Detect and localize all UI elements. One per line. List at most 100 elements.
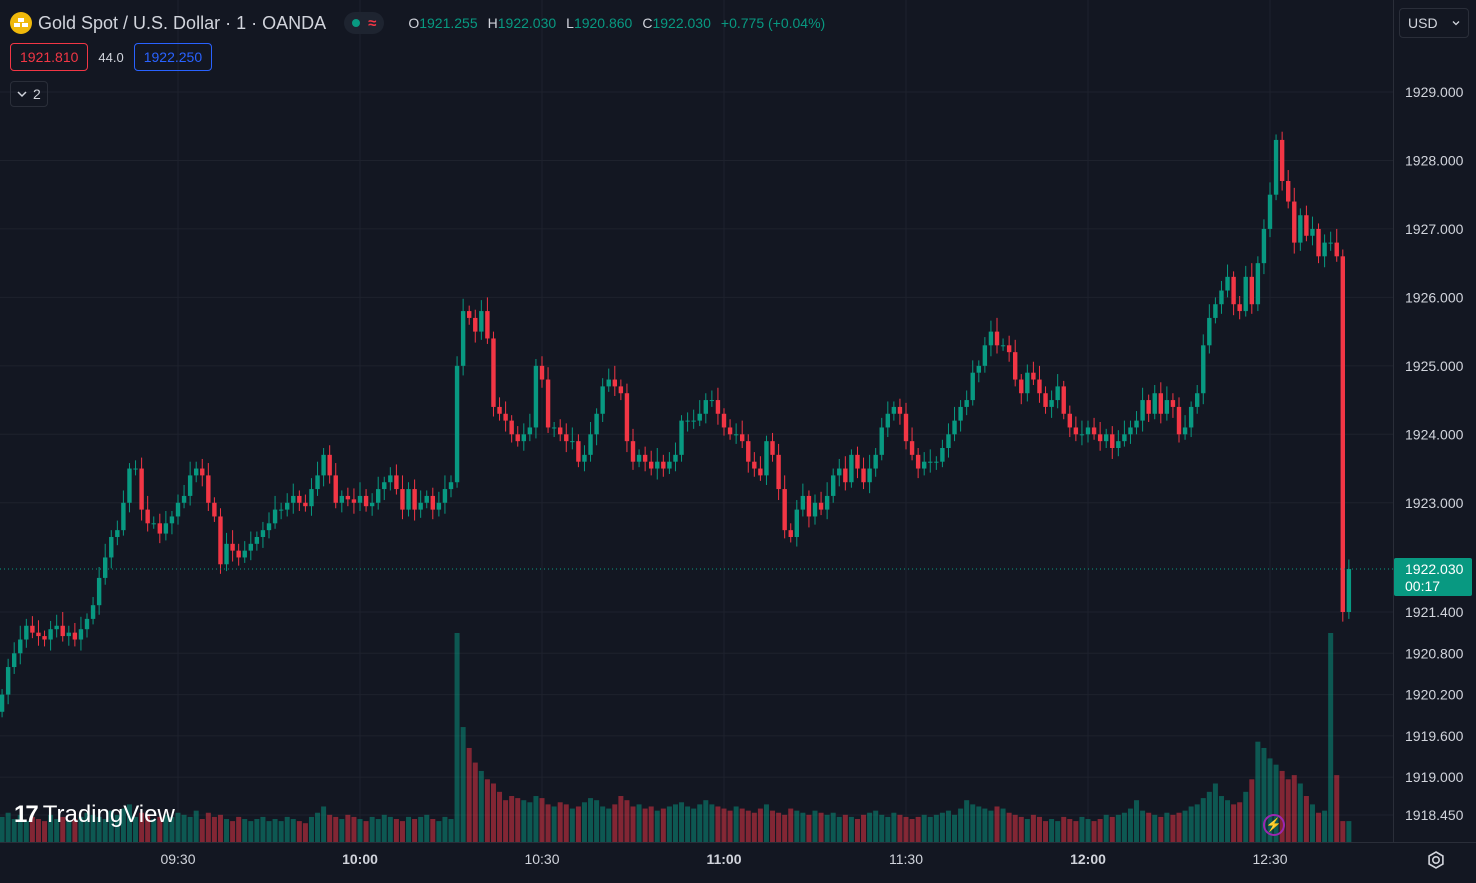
volume-bar: [909, 819, 915, 842]
candle-body: [1067, 413, 1072, 428]
volume-bar: [666, 806, 672, 842]
volume-bar: [490, 783, 496, 842]
candle-body: [594, 413, 599, 435]
candle-body: [272, 509, 278, 524]
volume-bar: [442, 816, 448, 842]
tradingview-logo[interactable]: 17 TradingView: [14, 801, 175, 829]
currency-value: USD: [1408, 15, 1438, 31]
candle-body: [837, 468, 842, 476]
candle-body: [303, 502, 308, 507]
candle-body: [1261, 228, 1267, 264]
volume-bar: [630, 806, 636, 842]
market-status[interactable]: ≈: [344, 12, 385, 34]
volume-bar: [1188, 806, 1194, 842]
volume-bar: [17, 814, 23, 842]
candle-body: [667, 461, 672, 469]
volume-bar: [1206, 791, 1212, 842]
volume-bar: [139, 812, 145, 842]
volume-bar: [454, 633, 460, 842]
volume-bar: [29, 816, 35, 842]
candle-body: [121, 502, 126, 531]
volume-bar: [503, 800, 509, 842]
symbol-title[interactable]: Gold Spot / U.S. Dollar · 1 · OANDA: [38, 12, 327, 33]
candle-body: [885, 413, 890, 428]
candle-body: [394, 475, 399, 490]
volume-bar: [1079, 816, 1085, 842]
volume-bar: [254, 819, 260, 842]
volume-bar: [1158, 816, 1164, 842]
high-value: 1922.030: [497, 15, 557, 31]
candle-body: [163, 523, 169, 534]
volume-bar: [1024, 819, 1030, 842]
volume-bar: [921, 814, 927, 842]
volume-bar: [1285, 779, 1291, 842]
volume-bar: [211, 816, 217, 842]
candle-body: [339, 495, 344, 503]
volume-bar: [1297, 783, 1303, 842]
volume-bar: [169, 816, 175, 842]
gear-icon[interactable]: [1424, 848, 1448, 872]
candle-body: [1182, 427, 1188, 435]
price-axis[interactable]: 1929.000 1928.000 1927.000 1926.000 1925.000…: [1405, 84, 1464, 823]
volume-bar: [1067, 819, 1073, 842]
volume-bar: [54, 819, 60, 842]
candle-body: [351, 499, 357, 503]
candle-body: [564, 434, 569, 442]
candle-body: [1316, 228, 1321, 257]
close-value: 1922.030: [652, 15, 711, 31]
candle-body: [145, 509, 150, 524]
tradingview-wordmark: TradingView: [42, 801, 175, 828]
volume-bar: [272, 819, 278, 842]
volume-bar: [1346, 821, 1352, 842]
volume-bar: [733, 806, 739, 842]
price-tick-label: 1918.450: [1405, 807, 1464, 823]
volume-bar: [35, 819, 41, 842]
volume-bar: [11, 819, 17, 842]
sell-button[interactable]: 1921.810: [10, 43, 89, 71]
tradingview-mark-icon: 17: [14, 801, 39, 828]
volume-bar: [224, 819, 230, 842]
volume-bar: [78, 816, 84, 842]
price-tick-label: 1929.000: [1405, 84, 1464, 100]
candle-body: [72, 632, 78, 640]
candle-body: [721, 413, 727, 428]
lightning-icon[interactable]: ⚡: [1263, 814, 1285, 836]
candle-body: [1286, 181, 1291, 202]
volume-bar: [1018, 816, 1024, 842]
candle-body: [1225, 276, 1230, 291]
ohlc-values: O1921.255 H1922.030 L1920.860 C1922.030 …: [408, 15, 825, 31]
candle-body: [982, 345, 988, 366]
volume-bar: [205, 812, 211, 842]
candle-body: [36, 632, 41, 637]
high-label: H: [487, 15, 498, 31]
buy-button[interactable]: 1922.250: [133, 43, 213, 71]
candle-body: [363, 495, 369, 507]
volume-bar: [114, 814, 120, 842]
volume-bar: [594, 800, 600, 842]
volume-bar: [363, 821, 369, 842]
currency-select[interactable]: USD: [1399, 8, 1469, 38]
volume-bar: [1109, 816, 1115, 842]
indicators-toggle[interactable]: 2: [10, 81, 48, 107]
candle-body: [952, 420, 957, 435]
volume-bar: [867, 812, 873, 842]
volume-bar: [120, 808, 126, 842]
candle-body: [661, 461, 666, 469]
candle-body: [630, 441, 636, 462]
candle-body: [855, 454, 860, 469]
candle-body: [30, 625, 35, 633]
volume-bar: [1006, 812, 1012, 842]
candle-body: [1025, 372, 1030, 394]
candle-body: [1310, 228, 1315, 236]
candle-body: [533, 365, 539, 428]
candle-body: [236, 550, 241, 558]
volume-bar: [606, 808, 612, 842]
volume-bar: [1127, 808, 1133, 842]
candle-body: [1128, 427, 1133, 435]
volume-bar: [1043, 821, 1049, 842]
time-axis[interactable]: 09:30 10:00 10:30 11:00 11:30 12:00 12:30: [160, 851, 1287, 867]
candle-body: [509, 420, 514, 435]
volume-bar: [763, 804, 769, 842]
volume-bar: [545, 804, 551, 842]
